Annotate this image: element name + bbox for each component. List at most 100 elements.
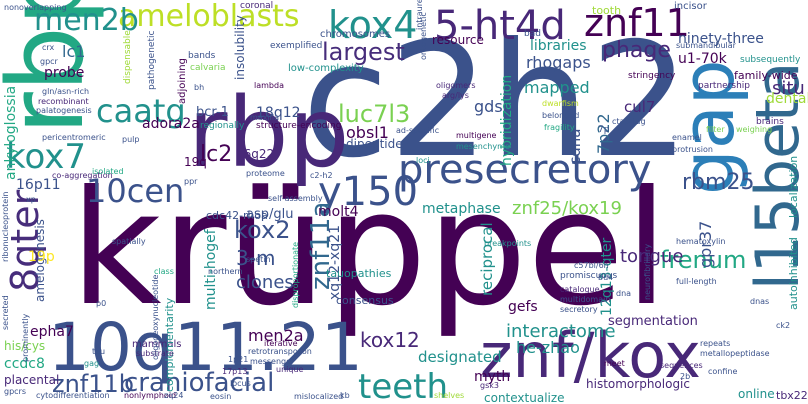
word-dispensable: dispensable bbox=[123, 30, 133, 84]
word-calvaria: calvaria bbox=[190, 63, 226, 73]
word-men2a: men2a bbox=[248, 326, 304, 345]
word-subsequently: subsequently bbox=[740, 55, 801, 65]
word-submandibular: submandibular bbox=[676, 41, 736, 50]
word-luc7l3: luc7l3 bbox=[338, 100, 411, 128]
word-mislocalized: mislocalized bbox=[294, 392, 344, 401]
word-loci: loci bbox=[416, 156, 430, 165]
word-localization: localization bbox=[787, 155, 800, 218]
word-tau: tau bbox=[92, 347, 106, 356]
word-znf-kox: znf/kox bbox=[480, 319, 701, 392]
word-consensus: consensus bbox=[336, 294, 394, 307]
word-2b: 2b bbox=[680, 372, 691, 381]
word-brains: brains bbox=[756, 117, 784, 127]
word-ameloblasts: ameloblasts bbox=[118, 0, 300, 34]
word-7p: 7p bbox=[598, 125, 610, 135]
word-filter: filter bbox=[706, 125, 725, 134]
word-northern: northern bbox=[208, 267, 243, 276]
word-hematoxylin: hematoxylin bbox=[676, 237, 726, 246]
word-gefs: gefs bbox=[508, 299, 538, 315]
word-bad: bad bbox=[524, 29, 541, 39]
word-adora2a: adora2a bbox=[142, 116, 200, 132]
word-rhogaps: rhogaps bbox=[526, 53, 591, 72]
word-confine: confine bbox=[708, 367, 738, 376]
word-messenger: messenger bbox=[250, 357, 295, 366]
word-phage: phage bbox=[602, 38, 671, 63]
word-chromosomes: chromosomes bbox=[320, 29, 391, 40]
word-maxilla: maxilla bbox=[250, 113, 279, 122]
word-disproportionate: disproportionate bbox=[291, 241, 300, 308]
word-cytodifferentiation: cytodifferentiation bbox=[36, 391, 110, 400]
word-rbm25: rbm25 bbox=[682, 170, 755, 195]
word-structure-encoding: structure-encoding bbox=[256, 121, 342, 131]
word-c2-h2: c2-h2 bbox=[310, 171, 333, 180]
word-mapped: mapped bbox=[524, 78, 590, 97]
word-clones: clones bbox=[236, 272, 294, 293]
word-designated: designated bbox=[418, 348, 502, 366]
word-promiscuous: promiscuous bbox=[560, 271, 618, 281]
word-3-m: 3-m bbox=[236, 246, 276, 270]
word-ccdc8: ccdc8 bbox=[4, 356, 45, 372]
word-znf25-kox19: znf25/kox19 bbox=[512, 198, 622, 219]
word-fragility: fragility bbox=[544, 123, 575, 132]
word-zq24: zq24 bbox=[164, 391, 184, 400]
word-stringency: stringency bbox=[628, 71, 676, 81]
word-catalogue: catalogue bbox=[560, 285, 600, 294]
word-kox7: kox7 bbox=[6, 137, 86, 177]
word-5-ht4d: 5-ht4d bbox=[434, 3, 566, 49]
word-metaphase: metaphase bbox=[422, 201, 501, 217]
word-ppr: ppr bbox=[184, 177, 198, 186]
word-regionally: regionally bbox=[200, 121, 245, 131]
word-16p11: 16p11 bbox=[16, 177, 61, 193]
word-17p13: 17p13 bbox=[222, 367, 248, 376]
word-tongue: tongue bbox=[620, 246, 684, 267]
word-neurofibrillary: neurofibrillary bbox=[643, 243, 652, 300]
word-molt4: molt4 bbox=[318, 204, 359, 220]
word-his-cys: his/cys bbox=[4, 339, 46, 353]
word-gsk3: gsk3 bbox=[480, 381, 499, 390]
word-dipeptide: dipeptide bbox=[346, 137, 403, 151]
word-belonged: belonged bbox=[542, 111, 580, 120]
word-kox12: kox12 bbox=[360, 328, 420, 352]
word-probe: probe bbox=[44, 65, 85, 81]
word-p0: p0 bbox=[96, 299, 107, 308]
word-family-wide: family-wide bbox=[734, 69, 798, 82]
word-18q12: 18q12 bbox=[256, 105, 301, 121]
word-incisor: incisor bbox=[674, 1, 707, 12]
word-1p21: 1p21 bbox=[228, 355, 249, 364]
word-weighing: weighing bbox=[736, 125, 773, 134]
word-hybridization: hybridization bbox=[499, 74, 515, 166]
word-ad-specific: ad-specific bbox=[396, 126, 440, 135]
word-protrusion: protrusion bbox=[672, 145, 713, 154]
word-exemplified: exemplified bbox=[270, 41, 323, 51]
word-complementarity: complementarity bbox=[163, 297, 176, 392]
word-obsl1: obsl1 bbox=[346, 123, 389, 142]
word-kox4: kox4 bbox=[328, 3, 418, 47]
word-enamel: enamel bbox=[672, 133, 702, 142]
word-myth: myth bbox=[474, 369, 511, 385]
word-men2b: men2b bbox=[34, 3, 139, 38]
word-kb: kb bbox=[340, 391, 350, 400]
word-recombinant: recombinant bbox=[38, 97, 89, 106]
word-cdc42-rhoa: cdc42-rhoa bbox=[206, 209, 268, 222]
word-bands: bands bbox=[188, 51, 216, 61]
word-dwarfism: dwarfism bbox=[542, 99, 579, 108]
word-retrotransposon: retrotransposon bbox=[248, 347, 312, 356]
word-secreted: secreted bbox=[1, 295, 10, 330]
word-presecretory: presecretory bbox=[398, 147, 652, 193]
word-gds: gds bbox=[474, 97, 503, 116]
word-y150: y150 bbox=[318, 169, 419, 215]
word-10q11-21: 10q11.21 bbox=[48, 309, 363, 386]
word-rbp: rbp bbox=[188, 77, 350, 189]
word-kruppel: krüppel bbox=[70, 157, 669, 341]
word-16q22: 16q22 bbox=[236, 147, 275, 161]
word-metallopeptidase: metallopeptidase bbox=[700, 349, 770, 358]
word-xp: xp bbox=[26, 195, 36, 204]
word-interactome: interactome bbox=[506, 321, 616, 342]
word-he-zhao: he-zhao bbox=[516, 338, 580, 357]
word-kox2: kox2 bbox=[234, 216, 291, 244]
word-c2h2: c2h2 bbox=[302, 9, 691, 193]
word-19p: 19p bbox=[28, 249, 55, 265]
word-caatg: caatg bbox=[96, 92, 186, 130]
word-znf11b: znf11b bbox=[52, 370, 135, 398]
